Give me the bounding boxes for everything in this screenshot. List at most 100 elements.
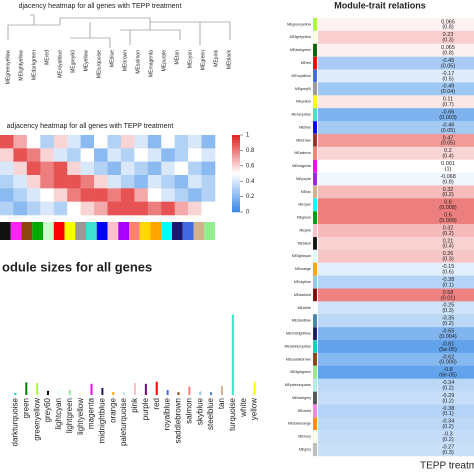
module-color-strip	[86, 222, 97, 240]
colorbar-segment	[232, 204, 240, 208]
row-color	[312, 185, 318, 199]
trait-value: -0.29	[442, 393, 455, 399]
heatmap-cell	[80, 161, 95, 176]
row-color	[312, 327, 318, 341]
row-color	[312, 352, 318, 366]
bar-label: lightgreen	[65, 398, 74, 433]
trait-pvalue: (0.4)	[442, 154, 453, 160]
trait-pvalue: (5e-05)	[439, 347, 457, 353]
row-color	[312, 120, 318, 135]
module-color-strip	[107, 222, 119, 240]
module-color-strip	[75, 222, 86, 240]
row-color	[312, 275, 318, 289]
trait-cell	[318, 69, 474, 83]
bar	[68, 390, 71, 395]
heatmap-cell	[80, 188, 95, 202]
trait-pvalue: (0.01)	[441, 295, 456, 301]
colorbar-segment	[232, 168, 240, 172]
trait-value: -0.34	[442, 380, 455, 386]
heatmap-cell	[201, 161, 216, 176]
heatmap-cell	[80, 201, 95, 216]
colorbar-segment	[232, 188, 240, 192]
dendrogram-label: MEgreen	[200, 50, 206, 71]
bar-label: grey60	[43, 397, 52, 422]
bar-label: steelblue	[206, 397, 215, 430]
heatmap-cell	[13, 135, 28, 149]
trait-cell	[318, 133, 474, 148]
trait-value: -0.45	[442, 58, 455, 64]
trait-value: -0.35	[442, 316, 455, 322]
bar-label: red	[152, 398, 161, 410]
trait-cell	[318, 237, 474, 251]
heatmap-cell	[188, 161, 202, 176]
row-color	[312, 56, 318, 70]
row-label: MEblack	[298, 241, 312, 245]
trait-cell	[318, 43, 474, 57]
row-label: MEpaleturquoise	[285, 383, 311, 387]
bar-label: saddlebrown	[174, 398, 183, 443]
trait-pvalue: (0.3)	[442, 308, 453, 314]
trait-pvalue: (0.1)	[442, 411, 453, 417]
row-label: MEred	[301, 61, 311, 65]
heatmap-cell	[161, 175, 175, 189]
bar	[36, 383, 39, 395]
module-color-strip	[193, 222, 205, 240]
bar-label: lightcyan	[54, 398, 63, 430]
module-color-strip	[204, 222, 215, 240]
colorbar-label: 0.6	[246, 163, 255, 169]
row-color	[312, 133, 318, 147]
row-color	[312, 236, 318, 250]
trait-value: 0.26	[443, 251, 454, 257]
row-color	[312, 69, 318, 83]
trait-cell	[318, 288, 474, 302]
row-label: MEbrown	[296, 138, 311, 142]
trait-value: 0.6	[444, 213, 452, 219]
trait-cell	[318, 249, 474, 264]
row-color	[312, 443, 318, 457]
trait-pvalue: (0.3)	[442, 38, 453, 44]
colorbar-segment	[232, 165, 240, 169]
dendrogram-label: MEsalmon	[135, 50, 141, 74]
dendrogram-label: MEyellow	[83, 50, 89, 72]
row-color	[312, 172, 318, 186]
heatmap-cell	[26, 148, 41, 162]
colorbar-segment	[232, 181, 240, 185]
trait-pvalue: (6e-05)	[439, 373, 457, 379]
dendrogram-label: MEcyan	[187, 50, 193, 68]
bar-label: purple	[141, 397, 150, 420]
trait-cell	[318, 262, 474, 276]
trait-pvalue: (0.05)	[441, 63, 456, 69]
heatmap-cell	[40, 135, 55, 149]
heatmap-cell	[188, 148, 202, 162]
heatmap-cell	[201, 188, 216, 202]
heatmap-cell	[94, 135, 108, 149]
row-color	[312, 159, 318, 173]
heatmap-cell	[26, 201, 41, 216]
trait-pvalue: (0.7)	[442, 102, 453, 108]
row-label: MEivory	[298, 435, 311, 439]
module-color-strip	[118, 222, 129, 240]
trait-cell	[318, 391, 474, 405]
trait-pvalue: (0.4)	[442, 244, 453, 250]
heatmap-cell	[94, 161, 108, 176]
colorbar-label: 0.4	[246, 179, 255, 185]
trait-cell	[318, 275, 474, 289]
heatmap-cell	[134, 188, 149, 202]
colorbar-segment	[232, 150, 240, 154]
heatmap-cell	[174, 188, 189, 202]
bar	[25, 382, 28, 395]
trait-cell	[318, 108, 474, 122]
trait-cell	[318, 82, 474, 96]
dendrogram-label: MEpurple	[161, 50, 167, 72]
trait-value: 0.58	[443, 290, 454, 296]
heatmap-cell	[120, 148, 135, 162]
row-label: MEdarkgreen	[290, 48, 311, 52]
trait-pvalue: (0.5)	[442, 76, 453, 82]
trait-value: 0.2	[444, 148, 452, 154]
colorbar-segment	[232, 176, 240, 179]
dendrogram-label: MEtan	[174, 50, 180, 65]
dendrogram-label: MEpink	[213, 50, 219, 67]
colorbar-segment	[232, 199, 240, 203]
bar-label: paleturquoise	[119, 397, 128, 446]
colorbar-segment	[232, 170, 240, 174]
